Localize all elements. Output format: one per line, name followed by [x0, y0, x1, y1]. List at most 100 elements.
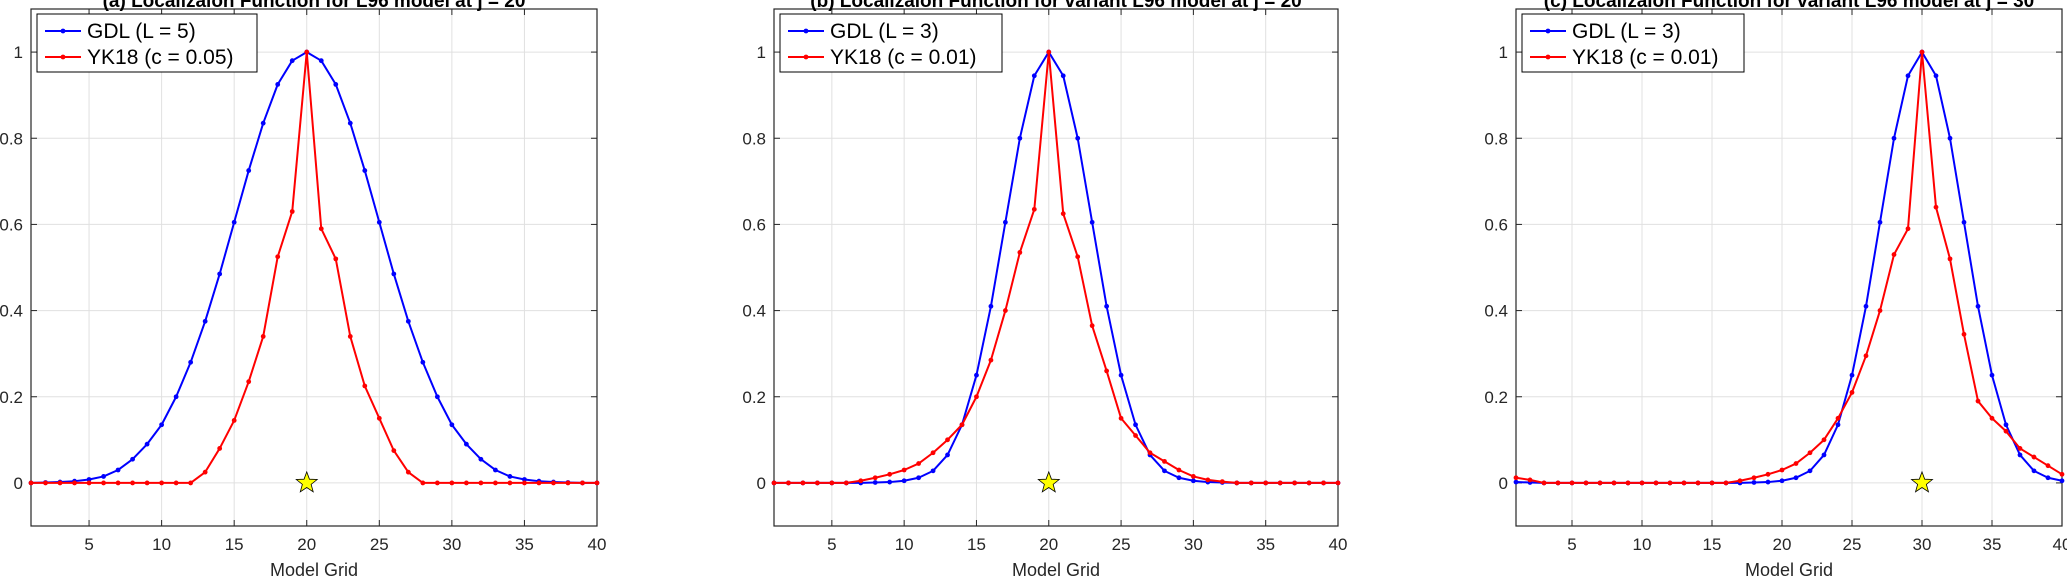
- x-tick-label: 5: [1567, 535, 1576, 554]
- data-point: [1835, 422, 1841, 428]
- data-point: [1947, 256, 1953, 262]
- data-point: [2003, 422, 2009, 428]
- data-point: [1162, 468, 1167, 474]
- data-point: [1625, 480, 1631, 486]
- data-point: [289, 58, 295, 64]
- data-point: [420, 359, 426, 365]
- data-point: [1639, 480, 1645, 486]
- data-point: [1821, 452, 1827, 458]
- data-point: [144, 480, 150, 486]
- legend: [36, 13, 258, 73]
- y-tick-label: 0.2: [742, 388, 766, 407]
- x-tick-label: 35: [1983, 535, 2002, 554]
- data-point: [2045, 475, 2051, 481]
- x-tick-label: 30: [1184, 535, 1203, 554]
- data-point: [786, 480, 791, 486]
- data-point: [974, 394, 979, 400]
- chart-panel-2: 5 10 15 20 25 30 35 40 0 0.2 0.4 0.6 0.8 1 Model Grid (…: [742, 0, 1347, 578]
- series-line-yk18: [1515, 51, 2063, 484]
- x-tick-label: 15: [967, 535, 986, 554]
- data-point: [1863, 303, 1869, 309]
- data-point: [333, 256, 339, 262]
- data-point: [1737, 478, 1743, 484]
- y-tick-label: 0: [14, 474, 23, 493]
- data-point: [1031, 206, 1037, 212]
- data-point: [1863, 353, 1869, 359]
- data-point: [2003, 428, 2009, 434]
- data-point: [86, 480, 92, 486]
- data-point: [507, 474, 513, 479]
- data-point: [405, 469, 411, 475]
- data-point: [901, 467, 907, 473]
- data-point: [493, 467, 498, 473]
- data-point: [565, 480, 571, 486]
- data-point: [1709, 480, 1715, 486]
- data-point: [901, 478, 907, 484]
- x-tick-label: 30: [442, 535, 461, 554]
- data-point: [304, 49, 310, 55]
- data-point: [1031, 73, 1037, 79]
- data-point: [275, 254, 281, 260]
- data-point: [800, 480, 806, 486]
- data-point: [43, 480, 48, 486]
- data-point: [318, 58, 324, 64]
- data-point: [1849, 372, 1855, 378]
- x-axis-label: Model Grid: [1745, 560, 1833, 578]
- data-point: [362, 168, 368, 173]
- data-point: [362, 383, 368, 389]
- data-point: [1583, 480, 1589, 486]
- legend-swatch-marker: [803, 54, 809, 60]
- data-point: [1075, 254, 1081, 260]
- data-point: [1989, 415, 1995, 421]
- data-point: [347, 120, 353, 126]
- data-point: [1807, 450, 1813, 456]
- legend-label: YK18 (c = 0.01): [1572, 46, 1719, 69]
- data-point: [449, 422, 455, 428]
- data-point: [217, 446, 223, 451]
- data-point: [202, 469, 208, 475]
- x-axis-label: Model Grid: [270, 560, 358, 578]
- data-point: [2017, 446, 2023, 451]
- data-point: [1513, 475, 1519, 481]
- data-point: [376, 415, 382, 421]
- data-point: [945, 437, 950, 443]
- data-point: [945, 452, 950, 458]
- axes-box: [773, 8, 1339, 527]
- axes-box: [1515, 8, 2063, 527]
- y-tick-label: 0.6: [1484, 215, 1508, 234]
- y-tick-label: 0.6: [0, 215, 23, 234]
- y-tick-label: 0.4: [1484, 302, 1508, 321]
- data-point: [1133, 422, 1138, 428]
- panel-title: (b) Localizaion Function for variant L96…: [810, 0, 1301, 12]
- data-point: [1176, 467, 1182, 473]
- data-point: [1017, 250, 1023, 255]
- data-point: [115, 467, 121, 473]
- legend-swatch-marker: [1545, 54, 1551, 60]
- data-point: [173, 394, 179, 400]
- data-point: [1162, 458, 1167, 464]
- data-point: [202, 318, 208, 324]
- data-point: [333, 81, 339, 87]
- data-point: [463, 441, 469, 447]
- data-point: [2045, 463, 2051, 469]
- x-tick-label: 10: [1633, 535, 1652, 554]
- x-tick-label: 40: [1329, 535, 1348, 554]
- data-point: [1919, 49, 1925, 55]
- data-point: [1877, 219, 1883, 225]
- axes-box: [30, 8, 598, 527]
- x-tick-label: 35: [515, 535, 534, 554]
- chart-panel-1: 5 10 15 20 25 30 35 40 0 0.2 0.4 0.6 0.8 1 Model Grid (…: [0, 0, 606, 578]
- data-point: [2031, 468, 2037, 474]
- data-point: [1793, 475, 1799, 481]
- data-point: [1975, 398, 1981, 404]
- data-point: [1849, 390, 1855, 395]
- data-point: [1891, 135, 1897, 141]
- data-point: [916, 461, 922, 466]
- data-point: [376, 219, 382, 225]
- data-point: [814, 480, 820, 486]
- data-point: [1527, 477, 1533, 483]
- data-point: [101, 474, 106, 479]
- data-point: [1089, 219, 1095, 225]
- data-point: [930, 450, 936, 456]
